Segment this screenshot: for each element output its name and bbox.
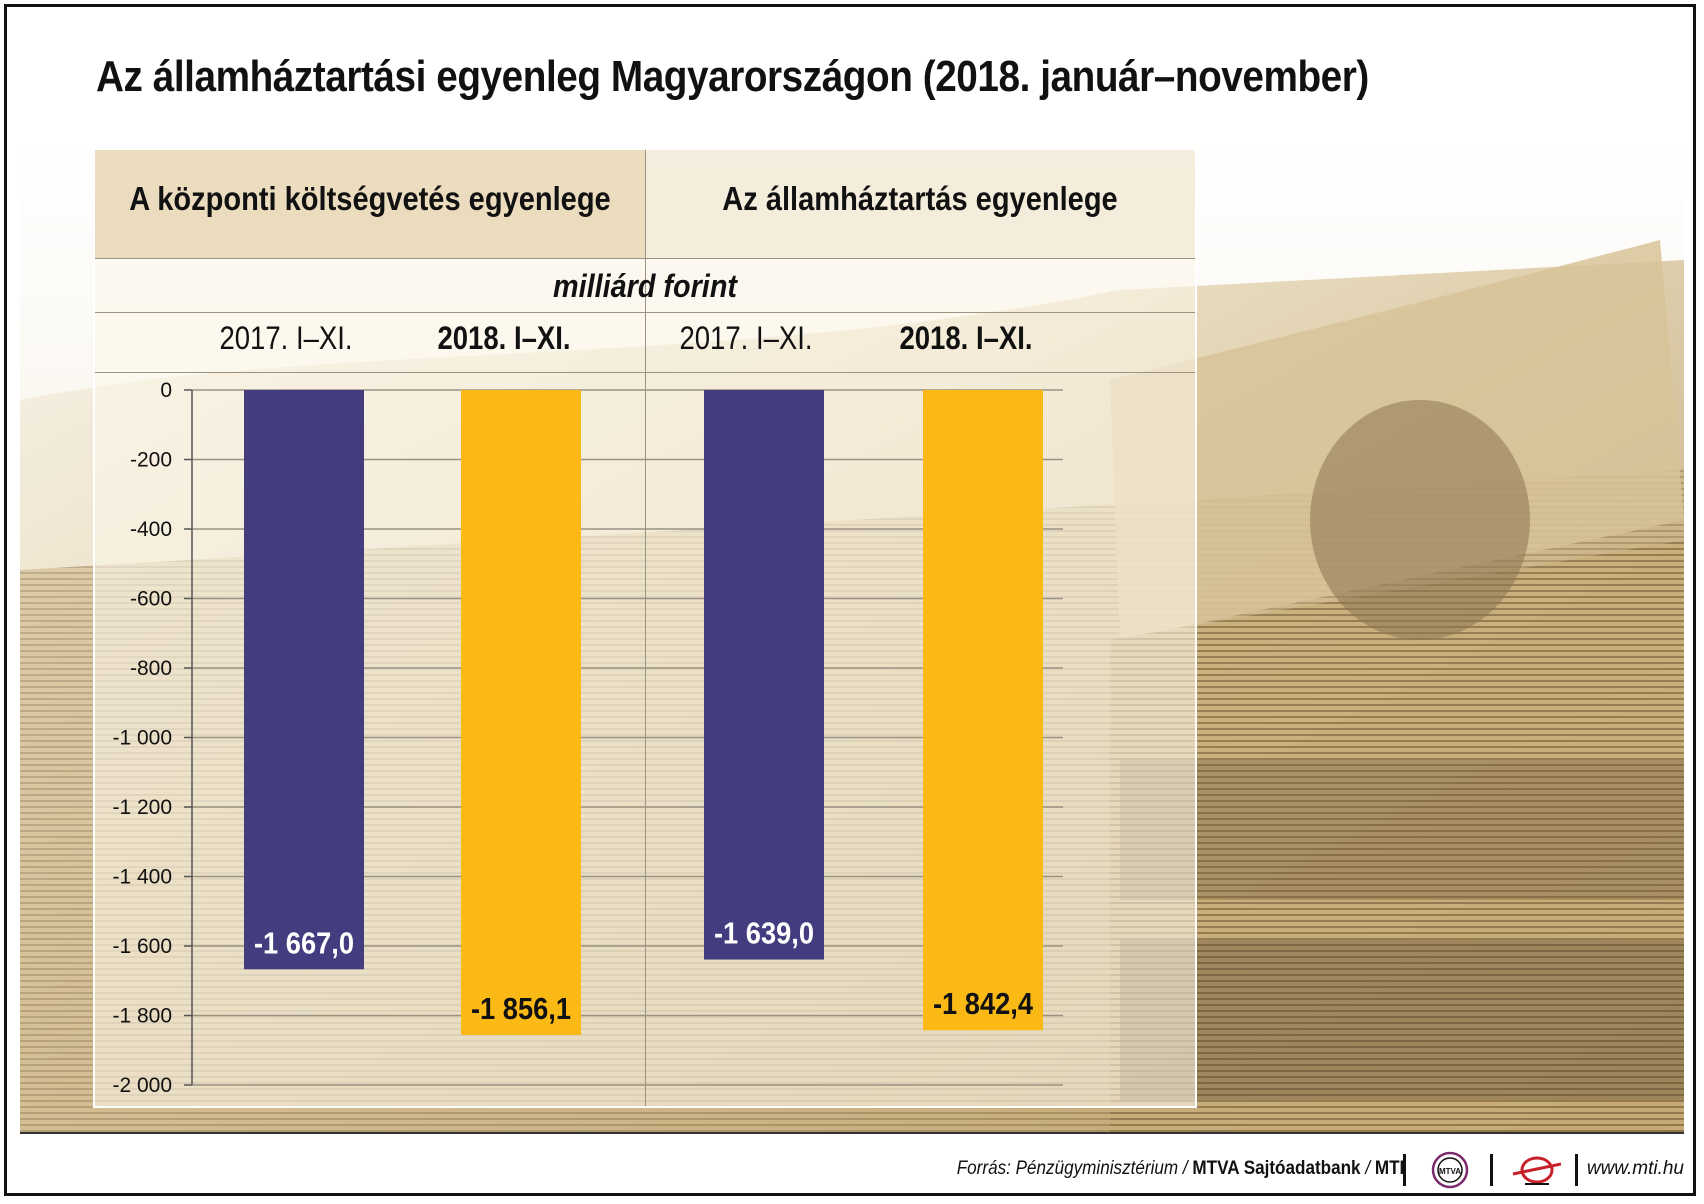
group-title-central-budget: A központi költségvetés egyenlege <box>129 180 611 217</box>
group-title-general-government: Az államháztartás egyenlege <box>722 180 1118 217</box>
footer: Forrás: Pénzügyminisztérium / MTVA Sajtó… <box>0 1148 1704 1189</box>
y-tick-label: 0 <box>160 379 172 402</box>
y-tick-label: -600 <box>130 588 172 611</box>
bar-2017-government <box>704 390 824 960</box>
mti-logo-icon <box>1512 1156 1562 1185</box>
y-tick-label: -800 <box>130 657 172 680</box>
footer-separator <box>1403 1154 1406 1186</box>
source-prefix: Forrás: Pénzügyminisztérium / <box>956 1158 1193 1179</box>
column-label-2018-government: 2018. I–XI. <box>899 320 1033 356</box>
y-tick-label: -200 <box>130 449 172 472</box>
mtva-logo-text: MTVA <box>1439 1167 1461 1176</box>
footer-separator <box>1575 1154 1578 1186</box>
group-header-right <box>645 150 1195 258</box>
source-sep: / <box>1360 1158 1375 1179</box>
group-divider <box>645 150 646 1106</box>
source-bold: MTVA Sajtóadatbank <box>1192 1158 1361 1179</box>
column-label-2017-central: 2017. I–XI. <box>219 320 353 356</box>
y-tick-label: -1 200 <box>112 796 172 819</box>
column-label-2017-government: 2017. I–XI. <box>679 320 813 356</box>
bar-2018-central <box>461 390 581 1035</box>
website-url: www.mti.hu <box>1586 1158 1684 1179</box>
y-tick-label: -1 000 <box>112 727 172 750</box>
y-tick-label: -1 600 <box>112 935 172 958</box>
bar-value-label: -1 667,0 <box>254 927 354 961</box>
bar-value-label: -1 842,4 <box>933 988 1034 1022</box>
bar-2018-government <box>923 390 1043 1031</box>
mtva-logo-icon: MTVA <box>1431 1151 1469 1189</box>
y-tick-label: -1 400 <box>112 866 172 889</box>
unit-label: milliárd forint <box>552 268 737 304</box>
footer-separator <box>1490 1154 1493 1186</box>
bar-2017-central <box>244 390 364 970</box>
group-header-left <box>95 150 645 258</box>
bar-value-label: -1 856,1 <box>471 992 571 1026</box>
y-tick-label: -400 <box>130 518 172 541</box>
source-credit: Forrás: Pénzügyminisztérium / MTVA Sajtó… <box>956 1158 1404 1180</box>
chart-title: Az államháztartási egyenleg Magyarország… <box>96 52 1369 101</box>
column-label-2018-central: 2018. I–XI. <box>437 320 571 356</box>
bar-value-label: -1 639,0 <box>714 917 814 951</box>
source-mti: MTI <box>1374 1158 1404 1179</box>
y-tick-label: -1 800 <box>112 1005 172 1028</box>
y-tick-label: -2 000 <box>112 1074 172 1097</box>
